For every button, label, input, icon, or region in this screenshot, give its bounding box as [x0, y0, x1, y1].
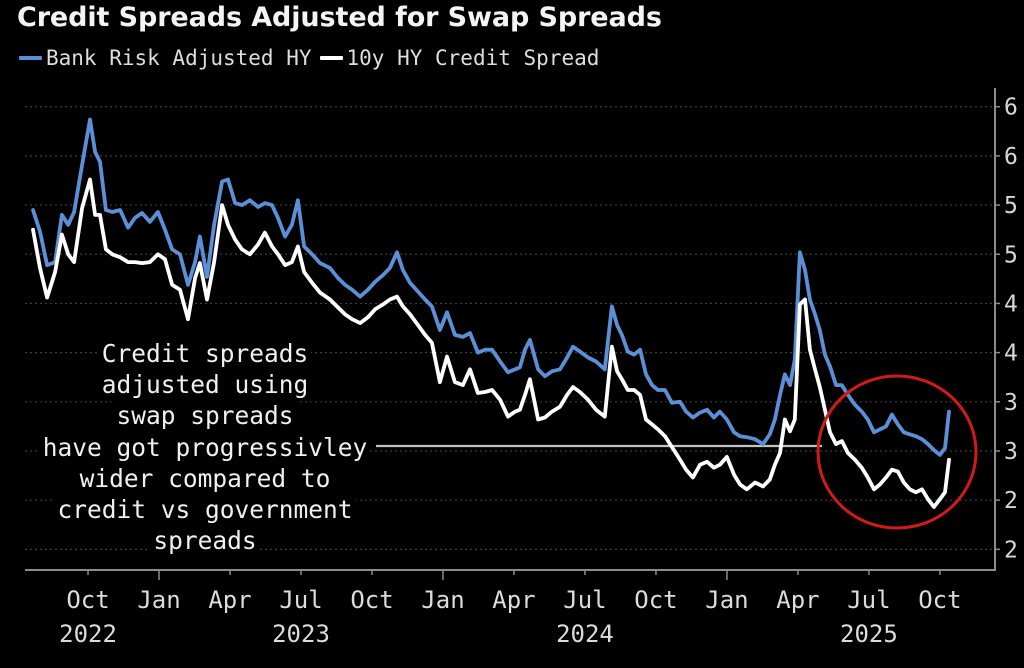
- y-tick-label: 3: [1004, 439, 1018, 465]
- y-tick-label: 6: [1004, 95, 1018, 121]
- x-tick-year-label: 2022: [59, 620, 117, 648]
- y-tick-label: 3: [1004, 390, 1018, 416]
- x-tick-label: Jul: [847, 586, 890, 614]
- legend-swatch-blue-line-icon: [19, 56, 42, 60]
- x-tick-year-label: 2023: [272, 620, 330, 648]
- x-tick-label: Jan: [421, 586, 464, 614]
- annotation-line: adjusted using: [98, 369, 312, 401]
- x-tick-label: Apr: [492, 586, 535, 614]
- highlight-ellipse: [816, 374, 978, 530]
- legend-label: 10y HY Credit Spread: [346, 46, 600, 70]
- x-tick-label: Oct: [918, 586, 961, 614]
- series-line-bank-risk-adjusted-hy: [31, 117, 951, 457]
- x-tick-label: Jul: [279, 586, 322, 614]
- annotation-line: Credit spreads: [98, 338, 312, 370]
- x-tick-label: Jan: [705, 586, 748, 614]
- annotation-text: Credit spreads adjusted using swap sprea…: [25, 338, 385, 557]
- y-tick-label: 4: [1004, 291, 1018, 317]
- x-tick-label: Jan: [137, 586, 180, 614]
- y-tick-label: 6: [1004, 144, 1018, 170]
- y-tick-label: 2: [1004, 537, 1018, 563]
- x-tick-label: Oct: [350, 586, 393, 614]
- y-tick-label: 5: [1004, 242, 1018, 268]
- legend: Bank Risk Adjusted HY 10y HY Credit Spre…: [19, 45, 607, 71]
- annotation-line: swap spreads: [113, 400, 297, 432]
- annotation-line: credit vs government: [54, 494, 356, 526]
- y-tick-label: 5: [1004, 193, 1018, 219]
- x-tick-label: Oct: [634, 586, 677, 614]
- axes: [25, 88, 996, 571]
- annotation-line: wider compared to: [76, 462, 334, 495]
- x-tick-label: Apr: [776, 586, 819, 614]
- chart-title: Credit Spreads Adjusted for Swap Spreads: [17, 2, 662, 33]
- series-line-10y-hy-credit-spread: [31, 177, 951, 509]
- x-tick-year-label: 2024: [556, 620, 614, 648]
- x-tick-year-label: 2025: [840, 620, 898, 648]
- x-tick-label: Oct: [66, 586, 109, 614]
- legend-entry-10y-hy-credit-spread: 10y HY Credit Spread: [319, 46, 600, 70]
- annotation-line: spreads: [150, 525, 260, 557]
- y-tick-label: 4: [1004, 341, 1018, 367]
- legend-swatch-white-line-icon: [319, 56, 343, 60]
- annotation-line: have got progressivley: [39, 431, 371, 463]
- x-axis-ticks: Oct 2022 Jan Apr Jul 2023 Oct Jan Apr Jul 2024 Oct J…: [59, 570, 962, 648]
- y-tick-label: 2: [1004, 488, 1018, 514]
- legend-label: Bank Risk Adjusted HY: [46, 46, 312, 70]
- x-tick-label: Jul: [563, 586, 606, 614]
- y-axis-ticks: 6 6 5 5 4 4 3 3 2 2: [995, 95, 1018, 563]
- legend-entry-bank-risk-adjusted-hy: Bank Risk Adjusted HY: [19, 46, 312, 70]
- x-tick-label: Apr: [208, 586, 251, 614]
- series-lines: [31, 117, 951, 509]
